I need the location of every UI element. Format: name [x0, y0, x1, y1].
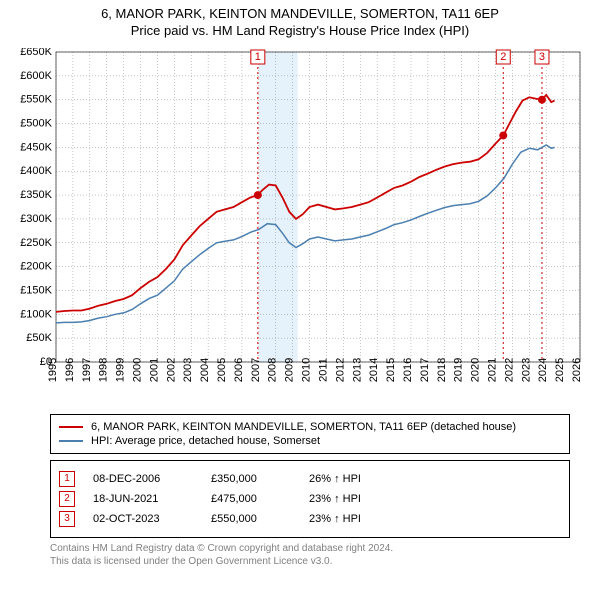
- legend-label-1: 6, MANOR PARK, KEINTON MANDEVILLE, SOMER…: [91, 421, 516, 433]
- event-date-3: 02-OCT-2023: [93, 513, 193, 525]
- chart-svg: £0£50K£100K£150K£200K£250K£300K£350K£400…: [10, 48, 590, 408]
- svg-text:£550K: £550K: [20, 93, 52, 105]
- svg-text:2014: 2014: [368, 358, 380, 382]
- svg-text:1999: 1999: [115, 358, 127, 382]
- svg-text:2026: 2026: [571, 358, 583, 382]
- event-badge-2: 2: [59, 491, 75, 507]
- event-date-1: 08-DEC-2006: [93, 473, 193, 485]
- svg-text:1: 1: [255, 51, 261, 63]
- svg-text:£500K: £500K: [20, 117, 52, 129]
- svg-text:£250K: £250K: [20, 237, 52, 249]
- svg-text:2024: 2024: [537, 358, 549, 382]
- svg-text:2019: 2019: [453, 358, 465, 382]
- svg-text:1998: 1998: [98, 358, 110, 382]
- legend-box: 6, MANOR PARK, KEINTON MANDEVILLE, SOMER…: [50, 414, 570, 454]
- svg-text:2008: 2008: [267, 358, 279, 382]
- svg-text:2004: 2004: [199, 358, 211, 382]
- svg-text:£300K: £300K: [20, 213, 52, 225]
- event-date-2: 18-JUN-2021: [93, 493, 193, 505]
- svg-text:2021: 2021: [486, 358, 498, 382]
- legend-label-2: HPI: Average price, detached house, Some…: [91, 435, 320, 447]
- event-badge-3: 3: [59, 511, 75, 527]
- svg-text:2: 2: [500, 51, 506, 63]
- svg-text:2010: 2010: [301, 358, 313, 382]
- svg-text:2003: 2003: [182, 358, 194, 382]
- svg-text:£600K: £600K: [20, 70, 52, 82]
- svg-text:1996: 1996: [64, 358, 76, 382]
- svg-text:2016: 2016: [402, 358, 414, 382]
- svg-text:£200K: £200K: [20, 260, 52, 272]
- event-hpi-3: 23% ↑ HPI: [309, 513, 361, 525]
- svg-text:£400K: £400K: [20, 165, 52, 177]
- svg-text:£650K: £650K: [20, 48, 52, 58]
- svg-text:2001: 2001: [148, 358, 160, 382]
- svg-text:2007: 2007: [250, 358, 262, 382]
- legend-row-series1: 6, MANOR PARK, KEINTON MANDEVILLE, SOMER…: [59, 421, 561, 433]
- event-price-1: £350,000: [211, 473, 291, 485]
- event-row-1: 1 08-DEC-2006 £350,000 26% ↑ HPI: [59, 471, 561, 487]
- svg-text:2017: 2017: [419, 358, 431, 382]
- svg-text:2002: 2002: [165, 358, 177, 382]
- event-badge-1: 1: [59, 471, 75, 487]
- svg-text:2023: 2023: [520, 358, 532, 382]
- svg-text:2025: 2025: [554, 358, 566, 382]
- svg-text:£100K: £100K: [20, 308, 52, 320]
- svg-text:2012: 2012: [334, 358, 346, 382]
- svg-text:2000: 2000: [132, 358, 144, 382]
- svg-text:2018: 2018: [436, 358, 448, 382]
- footer: Contains HM Land Registry data © Crown c…: [50, 542, 570, 568]
- svg-text:£150K: £150K: [20, 284, 52, 296]
- title-line-1: 6, MANOR PARK, KEINTON MANDEVILLE, SOMER…: [0, 6, 600, 23]
- event-row-2: 2 18-JUN-2021 £475,000 23% ↑ HPI: [59, 491, 561, 507]
- svg-text:2009: 2009: [284, 358, 296, 382]
- event-row-3: 3 02-OCT-2023 £550,000 23% ↑ HPI: [59, 511, 561, 527]
- svg-text:2013: 2013: [351, 358, 363, 382]
- footer-line-2: This data is licensed under the Open Gov…: [50, 555, 570, 568]
- svg-text:2022: 2022: [503, 358, 515, 382]
- title-line-2: Price paid vs. HM Land Registry's House …: [0, 23, 600, 40]
- event-price-2: £475,000: [211, 493, 291, 505]
- event-price-3: £550,000: [211, 513, 291, 525]
- svg-text:£350K: £350K: [20, 189, 52, 201]
- legend-swatch-blue: [59, 440, 83, 442]
- event-hpi-1: 26% ↑ HPI: [309, 473, 361, 485]
- footer-line-1: Contains HM Land Registry data © Crown c…: [50, 542, 570, 555]
- svg-text:2006: 2006: [233, 358, 245, 382]
- svg-text:1995: 1995: [47, 358, 59, 382]
- svg-text:2015: 2015: [385, 358, 397, 382]
- chart-title: 6, MANOR PARK, KEINTON MANDEVILLE, SOMER…: [0, 0, 600, 40]
- chart-container: 6, MANOR PARK, KEINTON MANDEVILLE, SOMER…: [0, 0, 600, 568]
- svg-text:2005: 2005: [216, 358, 228, 382]
- svg-text:£450K: £450K: [20, 141, 52, 153]
- chart-plot-area: £0£50K£100K£150K£200K£250K£300K£350K£400…: [10, 48, 590, 408]
- svg-text:1997: 1997: [81, 358, 93, 382]
- event-hpi-2: 23% ↑ HPI: [309, 493, 361, 505]
- legend-row-series2: HPI: Average price, detached house, Some…: [59, 435, 561, 447]
- svg-text:2020: 2020: [470, 358, 482, 382]
- svg-text:£50K: £50K: [26, 332, 52, 344]
- legend-swatch-red: [59, 426, 83, 428]
- svg-text:3: 3: [539, 51, 545, 63]
- events-box: 1 08-DEC-2006 £350,000 26% ↑ HPI 2 18-JU…: [50, 460, 570, 538]
